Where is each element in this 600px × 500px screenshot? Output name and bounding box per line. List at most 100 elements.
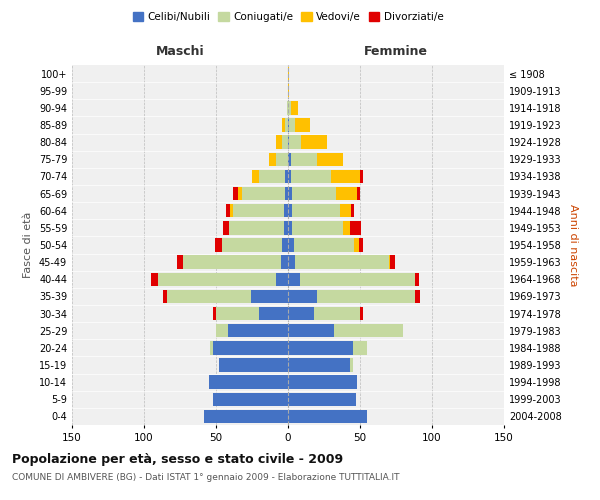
Bar: [177, 256, 183, 269]
Bar: [359, 238, 363, 252]
Bar: [353, 341, 367, 354]
Bar: [360, 307, 363, 320]
Bar: [282, 136, 288, 149]
Bar: [210, 341, 213, 354]
Bar: [415, 290, 421, 303]
Bar: [288, 341, 353, 354]
Bar: [292, 187, 335, 200]
Bar: [251, 290, 288, 303]
Bar: [233, 204, 284, 218]
Text: Popolazione per età, sesso e stato civile - 2009: Popolazione per età, sesso e stato civil…: [12, 452, 343, 466]
Bar: [295, 256, 389, 269]
Bar: [288, 118, 289, 132]
Bar: [340, 204, 352, 218]
Bar: [291, 170, 331, 183]
Bar: [216, 307, 259, 320]
Bar: [288, 221, 292, 234]
Bar: [215, 238, 222, 252]
Bar: [277, 152, 288, 166]
Bar: [291, 101, 298, 114]
Bar: [288, 376, 357, 389]
Bar: [357, 187, 360, 200]
Bar: [287, 101, 288, 114]
Bar: [282, 238, 288, 252]
Bar: [288, 358, 350, 372]
Bar: [230, 204, 233, 218]
Bar: [288, 392, 356, 406]
Bar: [314, 307, 360, 320]
Bar: [284, 221, 288, 234]
Bar: [288, 67, 289, 80]
Bar: [289, 136, 301, 149]
Bar: [288, 187, 292, 200]
Bar: [291, 152, 317, 166]
Bar: [213, 307, 216, 320]
Text: Maschi: Maschi: [155, 45, 205, 58]
Bar: [288, 238, 294, 252]
Bar: [151, 272, 158, 286]
Bar: [289, 118, 295, 132]
Bar: [288, 256, 295, 269]
Bar: [167, 290, 251, 303]
Bar: [226, 204, 230, 218]
Bar: [233, 187, 238, 200]
Bar: [294, 238, 354, 252]
Bar: [390, 256, 395, 269]
Bar: [285, 187, 288, 200]
Bar: [299, 272, 415, 286]
Bar: [229, 221, 284, 234]
Bar: [389, 256, 390, 269]
Bar: [222, 238, 282, 252]
Bar: [292, 204, 340, 218]
Bar: [259, 307, 288, 320]
Bar: [288, 410, 367, 423]
Bar: [158, 272, 277, 286]
Bar: [354, 238, 359, 252]
Bar: [350, 221, 361, 234]
Bar: [350, 358, 353, 372]
Bar: [223, 221, 229, 234]
Bar: [281, 256, 288, 269]
Bar: [205, 410, 288, 423]
Text: COMUNE DI AMBIVERE (BG) - Dati ISTAT 1° gennaio 2009 - Elaborazione TUTTITALIA.I: COMUNE DI AMBIVERE (BG) - Dati ISTAT 1° …: [12, 472, 400, 482]
Y-axis label: Fasce di età: Fasce di età: [23, 212, 33, 278]
Legend: Celibi/Nubili, Coniugati/e, Vedovi/e, Divorziati/e: Celibi/Nubili, Coniugati/e, Vedovi/e, Di…: [128, 8, 448, 26]
Bar: [288, 136, 289, 149]
Bar: [282, 118, 285, 132]
Bar: [288, 307, 314, 320]
Bar: [415, 272, 419, 286]
Bar: [343, 221, 350, 234]
Bar: [288, 84, 289, 98]
Bar: [331, 170, 360, 183]
Bar: [213, 341, 288, 354]
Bar: [209, 376, 288, 389]
Bar: [288, 101, 291, 114]
Bar: [352, 204, 354, 218]
Bar: [288, 204, 292, 218]
Bar: [252, 170, 259, 183]
Bar: [285, 170, 288, 183]
Bar: [317, 290, 415, 303]
Bar: [213, 392, 288, 406]
Bar: [317, 152, 343, 166]
Bar: [183, 256, 281, 269]
Bar: [301, 136, 327, 149]
Bar: [269, 152, 277, 166]
Bar: [295, 118, 310, 132]
Bar: [219, 358, 288, 372]
Bar: [227, 324, 288, 338]
Y-axis label: Anni di nascita: Anni di nascita: [568, 204, 578, 286]
Bar: [285, 118, 288, 132]
Bar: [288, 324, 334, 338]
Bar: [335, 187, 357, 200]
Bar: [163, 290, 167, 303]
Bar: [277, 136, 282, 149]
Bar: [288, 290, 317, 303]
Bar: [238, 187, 242, 200]
Bar: [284, 204, 288, 218]
Bar: [277, 272, 288, 286]
Bar: [360, 170, 363, 183]
Text: Femmine: Femmine: [364, 45, 428, 58]
Bar: [334, 324, 403, 338]
Bar: [288, 272, 299, 286]
